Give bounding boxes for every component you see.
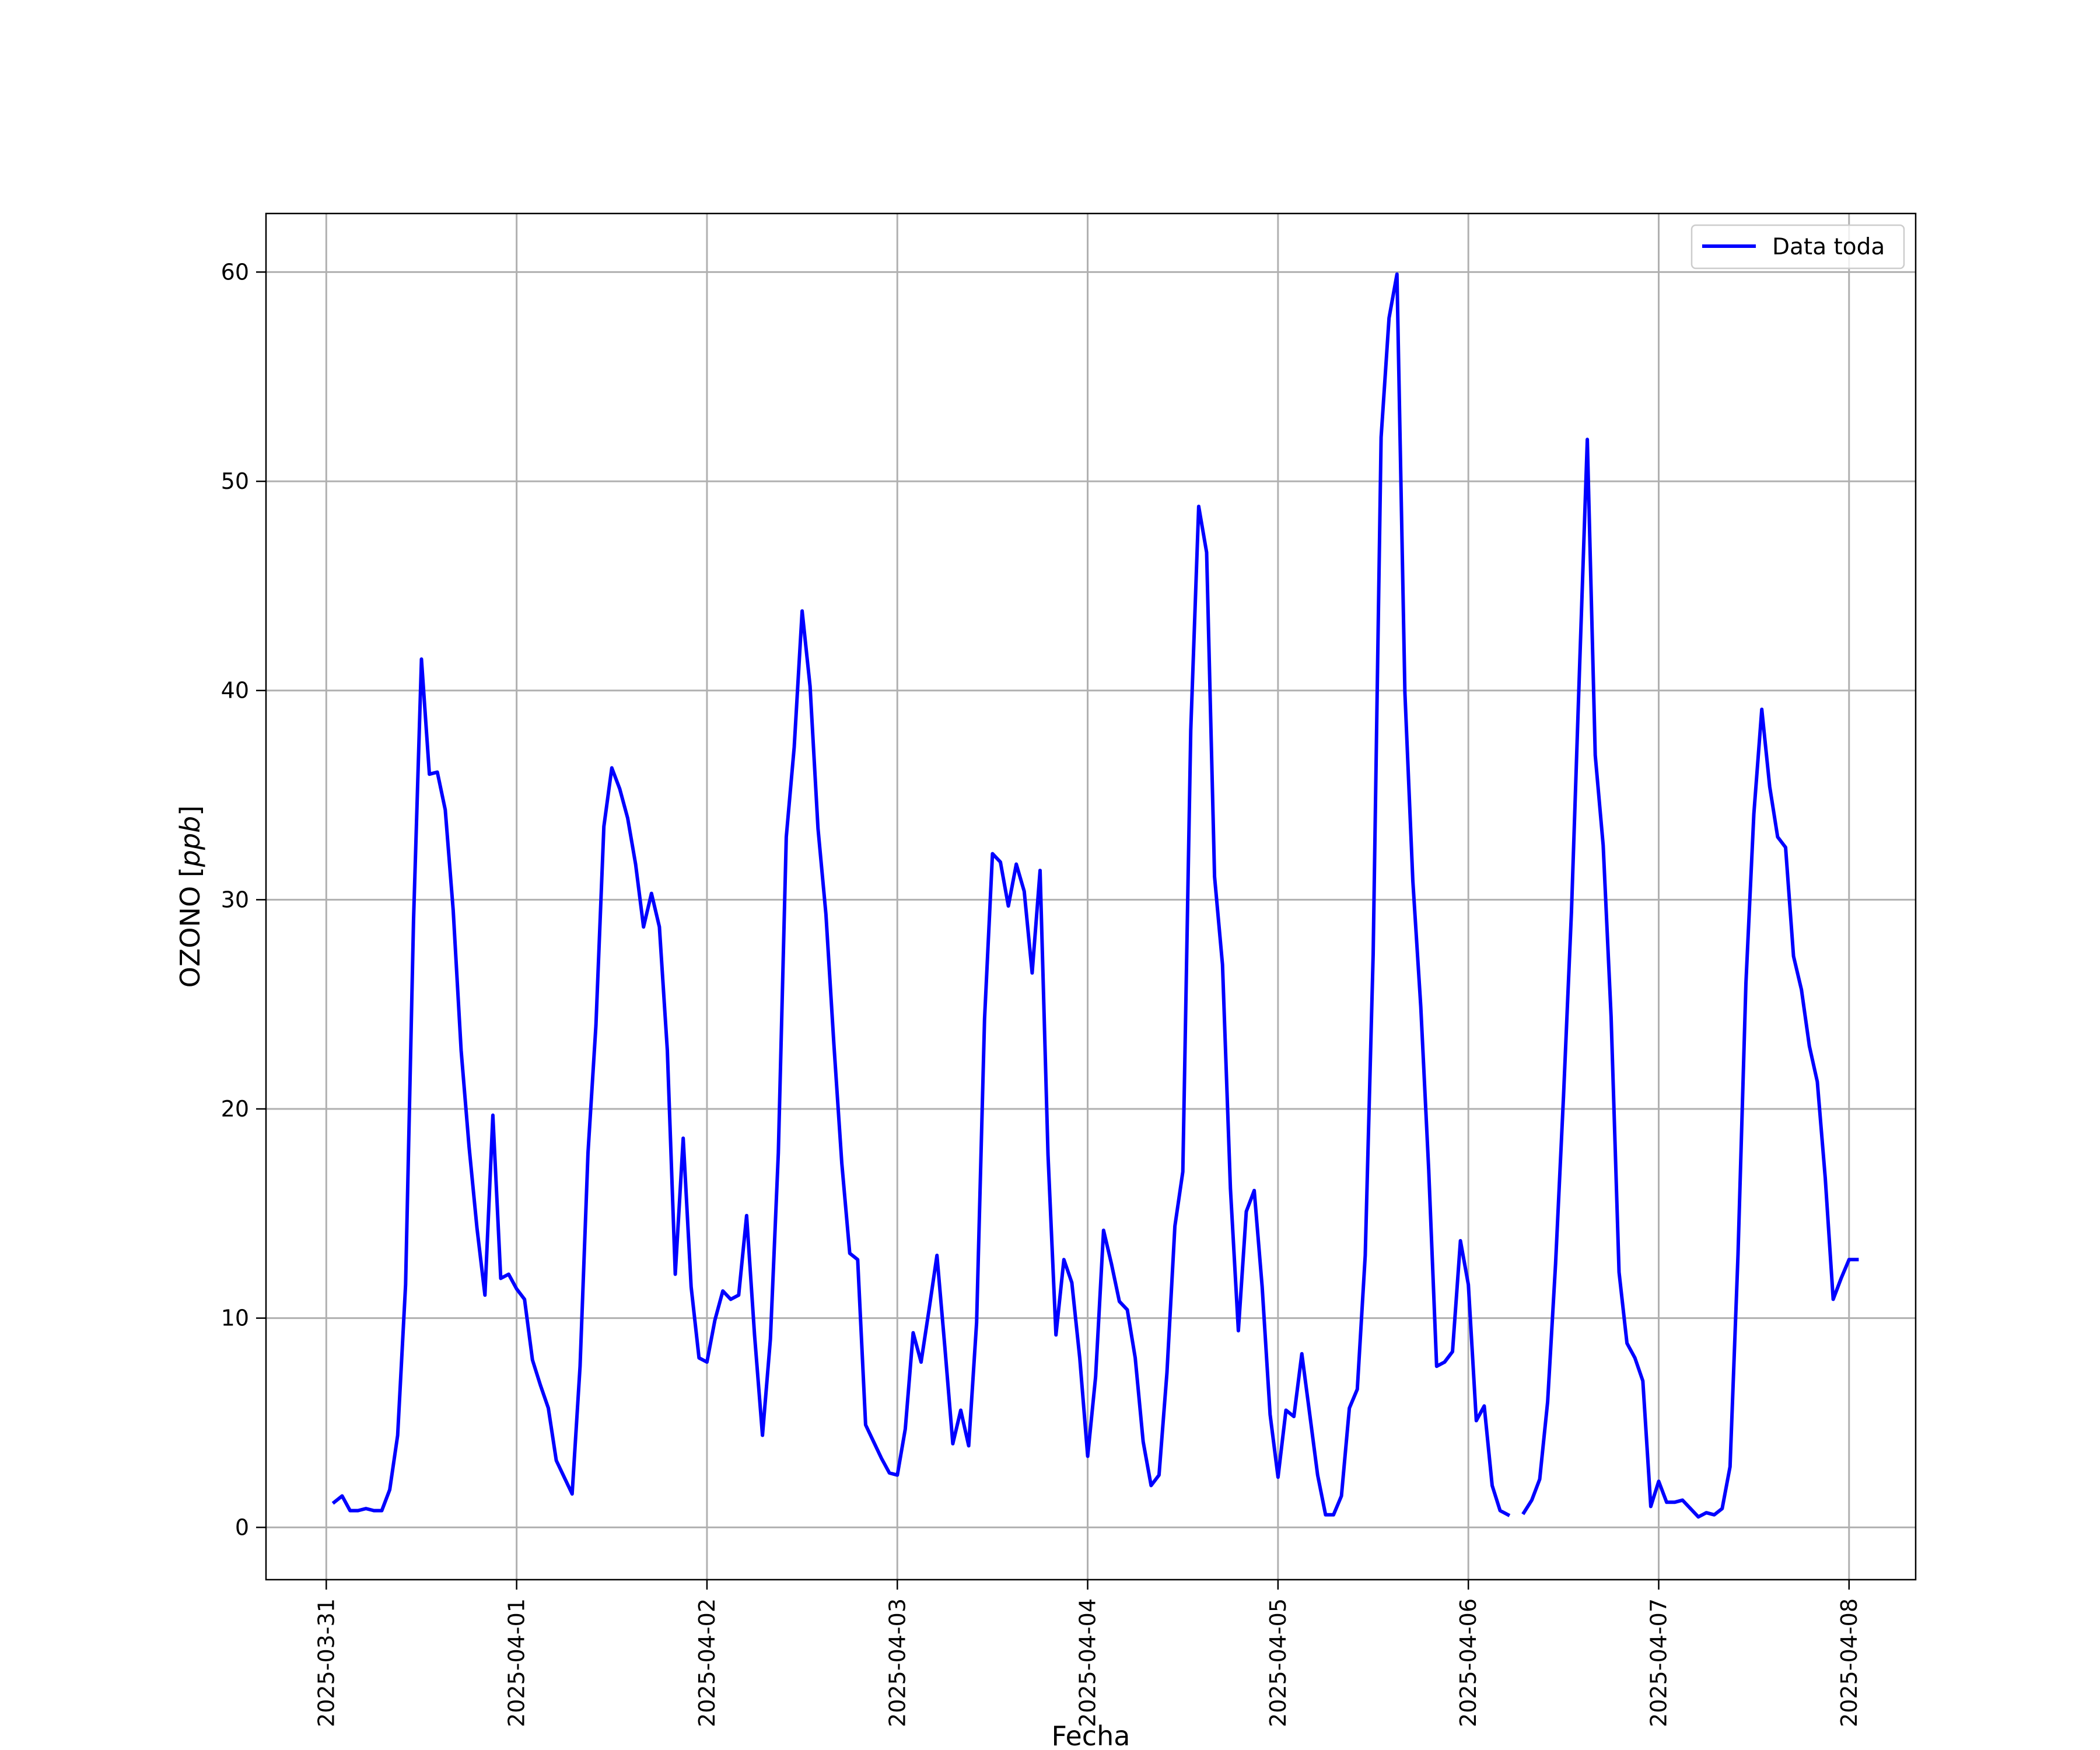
y-tick-label-2: 20 [221,1096,249,1122]
legend-box [1690,224,1905,270]
grid-lines [266,214,1916,1580]
y-tick-label-4: 40 [221,678,249,704]
x-tick-label-7: 2025-04-07 [1646,1598,1671,1727]
y-tick-label-6: 60 [221,259,249,285]
y-tick-label-0: 0 [235,1514,249,1540]
series-line-0-segment-0 [331,272,1511,1517]
legend: Data toda [1690,224,1905,270]
y-axis-title-close: ] [174,806,206,816]
plot-frame [265,212,1917,1581]
x-tick-label-0: 2025-03-31 [313,1598,339,1727]
x-tick-label-1: 2025-04-01 [504,1598,530,1727]
y-tick-label-1: 10 [221,1306,249,1331]
x-axis-title: Fecha [1052,1720,1130,1750]
plot-area-background [266,214,1916,1580]
x-tick-label-3: 2025-04-03 [884,1598,910,1727]
x-tick-label-4: 2025-04-04 [1075,1598,1101,1727]
series-layer [331,272,1859,1519]
x-tick-label-6: 2025-04-06 [1455,1598,1481,1727]
legend-label: Data toda [1772,234,1885,260]
x-axis-ticks: 2025-03-31 2025-04-01 2025-04-02 2025-04-03… [313,1580,1862,1727]
y-axis-ticks: 0 10 20 30 40 50 60 [221,259,266,1540]
x-tick-label-8: 2025-04-08 [1836,1598,1862,1727]
x-tick-label-5: 2025-04-05 [1265,1598,1291,1727]
y-axis-title-main: OZONO [ [174,867,206,988]
x-tick-label-2: 2025-04-02 [694,1598,720,1727]
y-axis-title: OZONO [ppb] [174,806,206,988]
y-tick-label-3: 30 [221,887,249,912]
y-tick-label-5: 50 [221,468,249,494]
y-axis-title-unit: ppb [174,816,206,868]
series-line-0-segment-1 [1521,438,1859,1519]
